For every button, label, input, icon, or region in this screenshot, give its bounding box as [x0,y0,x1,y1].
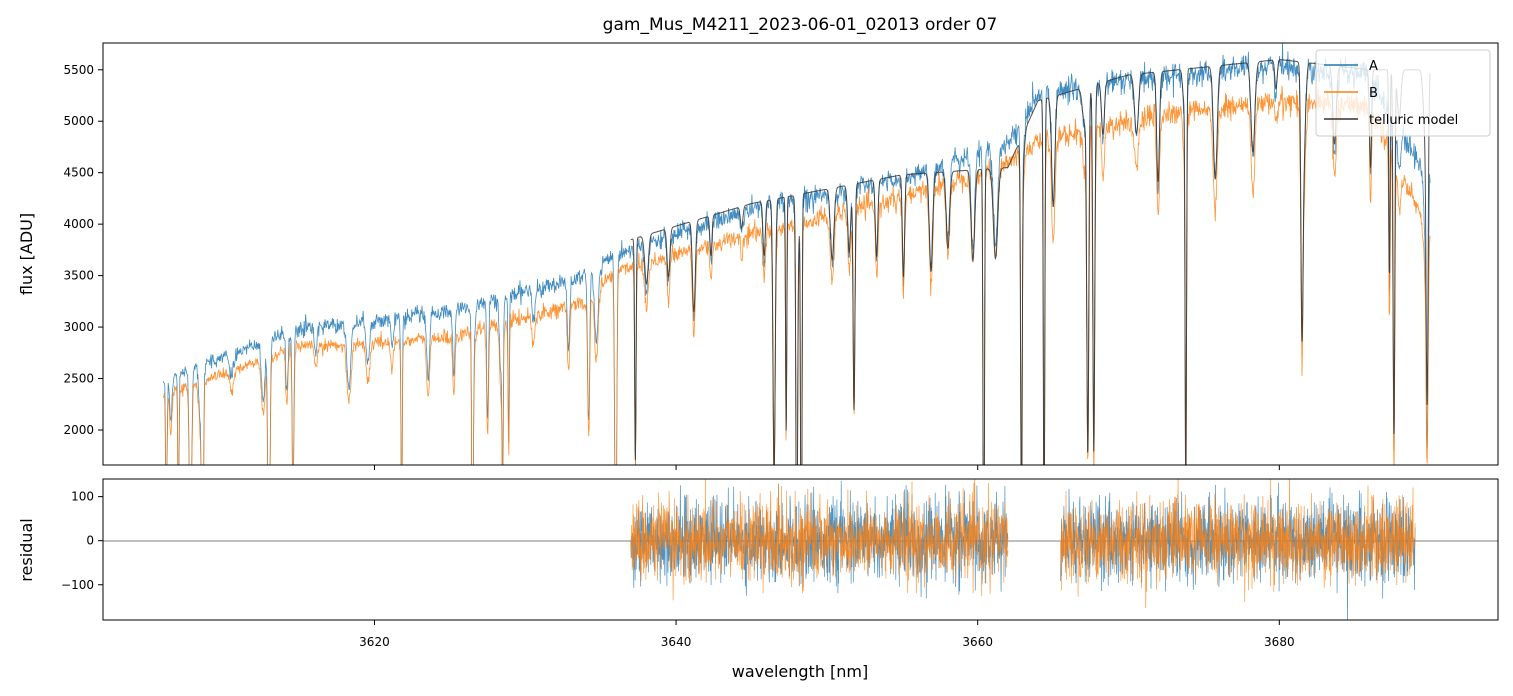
residual-line-b-1 [1060,479,1416,609]
residual-x-tick-label: 3660 [962,635,993,649]
series-line-a [162,43,1431,465]
residual-y-label: residual [17,518,36,581]
wavelength-x-label: wavelength [nm] [732,662,869,681]
legend: A B telluric model [1315,49,1491,137]
series-line-telluric [630,59,1431,465]
residual-x-tick-label: 3640 [661,635,692,649]
residual-x-tick-label: 3620 [359,635,390,649]
flux-y-tick-label: 4500 [63,166,94,180]
legend-label-b: B [1369,86,1378,101]
residual-line-b-0 [630,479,1009,601]
residual-axes: −100 0 100 3620 3640 3660 3680 residual wavel… [17,478,1499,681]
chart-title: gam_Mus_M4211_2023-06-01_02013 order 07 [603,15,998,35]
flux-y-tick-label: 3000 [63,320,94,334]
residual-axes-frame [102,478,1499,621]
residual-y-tick-label: −100 [61,578,94,592]
flux-y-tick-label: 5000 [63,114,94,128]
flux-axes-frame [102,42,1499,466]
flux-y-tick-label: 5500 [63,63,94,77]
residual-y-tick-label: 0 [86,534,94,548]
residual-x-tick-label: 3680 [1264,635,1295,649]
flux-y-label: flux [ADU] [17,213,36,295]
flux-y-tick-label: 3500 [63,269,94,283]
flux-axes: 2000 2500 3000 3500 4000 4500 5000 5500 flux [A… [17,42,1499,470]
flux-y-tick-label: 2000 [63,423,94,437]
series-line-b [162,85,1431,465]
residual-y-tick-label: 100 [71,490,94,504]
legend-label-telluric: telluric model [1369,113,1458,128]
legend-label-a: A [1369,59,1378,74]
legend-box [1315,49,1491,137]
flux-y-tick-label: 4000 [63,217,94,231]
flux-y-tick-label: 2500 [63,372,94,386]
